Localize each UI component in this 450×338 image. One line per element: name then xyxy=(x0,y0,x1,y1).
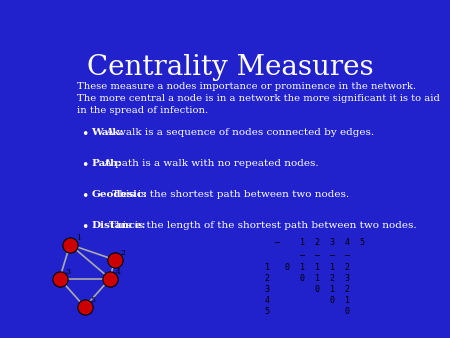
Text: This is the shortest path between two nodes.: This is the shortest path between two no… xyxy=(109,190,350,199)
Text: 4: 4 xyxy=(116,268,121,276)
Text: 4            0  1: 4 0 1 xyxy=(265,296,350,305)
Text: Geodesic:: Geodesic: xyxy=(91,190,147,199)
Point xyxy=(111,257,118,262)
Text: Walk:: Walk: xyxy=(91,128,127,137)
Text: 3         0  1  2: 3 0 1 2 xyxy=(265,285,350,294)
Text: •: • xyxy=(81,128,88,141)
Text: This is the length of the shortest path between two nodes.: This is the length of the shortest path … xyxy=(109,221,417,231)
Text: 5               0: 5 0 xyxy=(265,307,350,316)
Text: 2: 2 xyxy=(121,249,126,257)
Text: 3: 3 xyxy=(66,268,71,276)
Text: 1: 1 xyxy=(76,234,81,242)
Text: 5: 5 xyxy=(91,296,96,304)
Text: 1   0  1  1  1  2: 1 0 1 1 1 2 xyxy=(265,263,350,272)
Text: –    1  2  3  4  5: – 1 2 3 4 5 xyxy=(265,238,365,247)
Text: Path:: Path: xyxy=(91,159,122,168)
Point xyxy=(81,304,88,310)
Point xyxy=(56,276,63,281)
Text: Distance:: Distance: xyxy=(91,221,146,231)
Point xyxy=(67,242,74,247)
Text: •: • xyxy=(81,159,88,172)
Text: These measure a nodes importance or prominence in the network.
The more central : These measure a nodes importance or prom… xyxy=(77,82,440,115)
Text: A path is a walk with no repeated nodes.: A path is a walk with no repeated nodes. xyxy=(101,159,319,168)
Text: –  –  –  –: – – – – xyxy=(265,250,350,260)
Text: 2      0  1  2  3: 2 0 1 2 3 xyxy=(265,274,350,283)
Text: Centrality Measures: Centrality Measures xyxy=(87,54,374,80)
Text: •: • xyxy=(81,221,88,235)
Text: •: • xyxy=(81,190,88,203)
Point xyxy=(107,276,114,281)
Text: A walk is a sequence of nodes connected by edges.: A walk is a sequence of nodes connected … xyxy=(103,128,374,137)
